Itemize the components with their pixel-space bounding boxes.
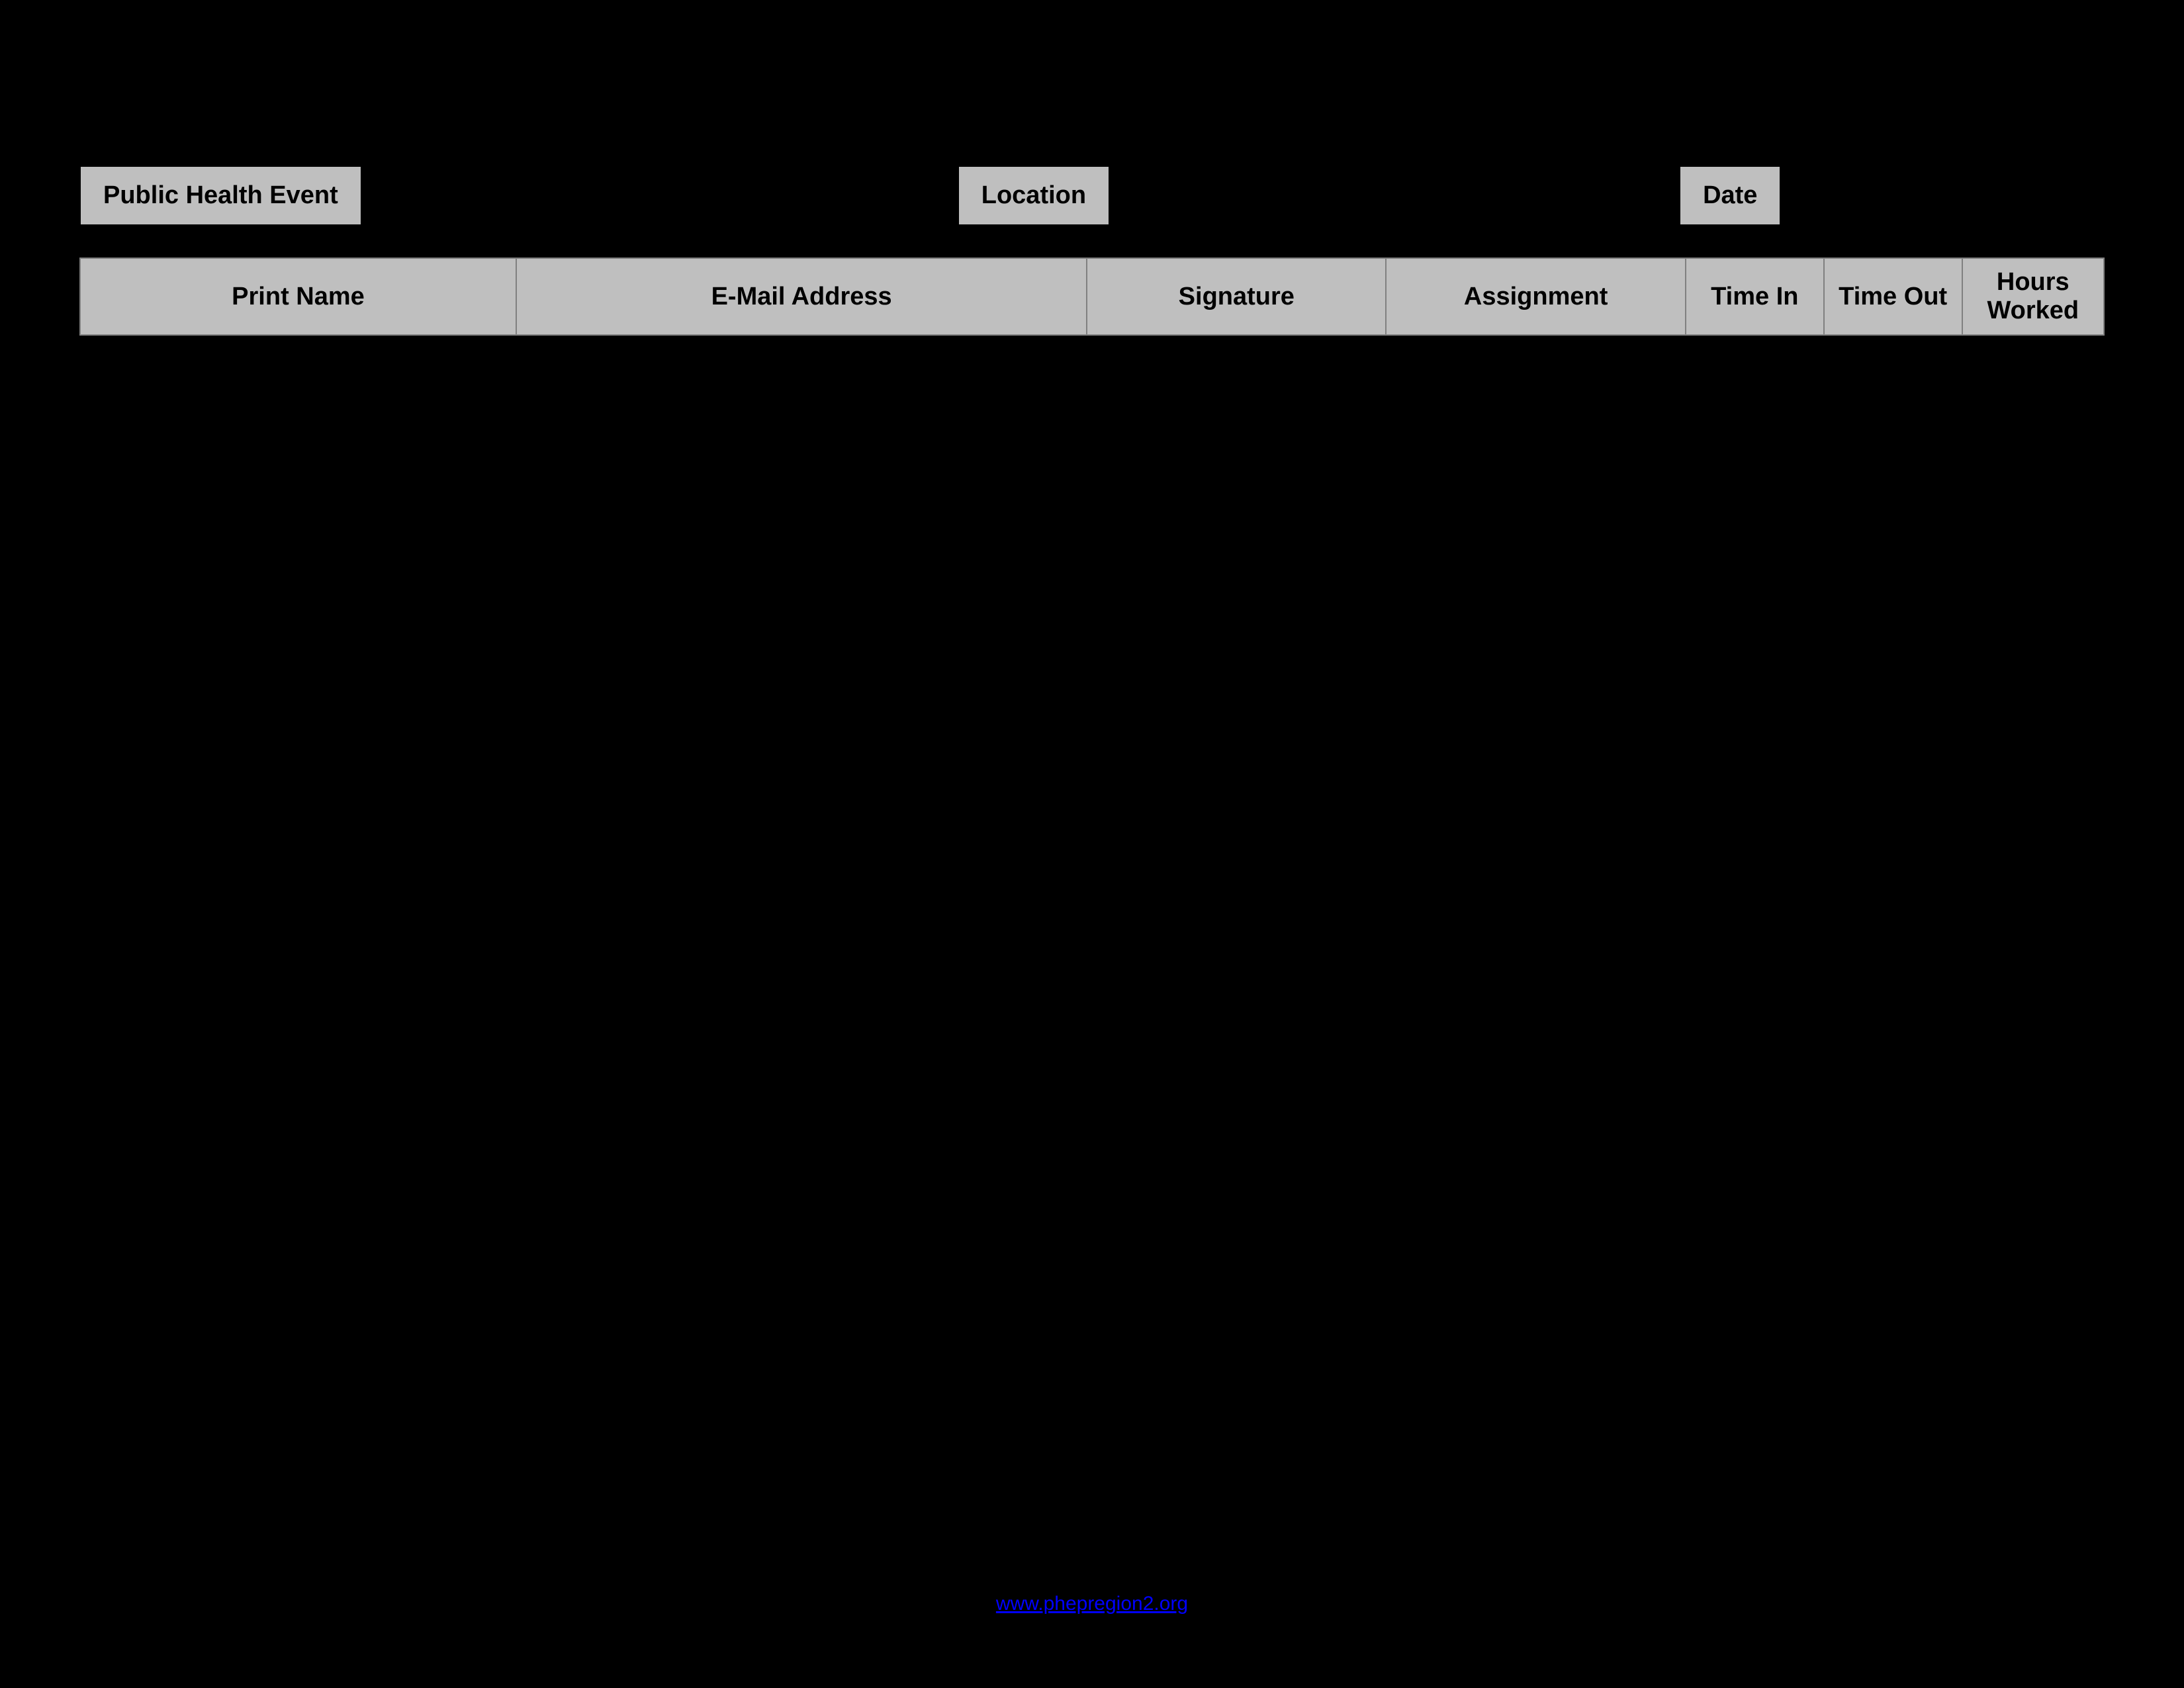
col-header-assignment: Assignment bbox=[1386, 258, 1686, 335]
signin-table: Print Name E-Mail Address Signature Assi… bbox=[79, 258, 2105, 336]
col-header-signature: Signature bbox=[1087, 258, 1386, 335]
header-labels-row: Public Health Event Location Date bbox=[79, 165, 2105, 226]
date-label: Date bbox=[1679, 165, 1781, 226]
col-header-print-name: Print Name bbox=[80, 258, 516, 335]
col-header-time-in: Time In bbox=[1686, 258, 1824, 335]
form-page: Public Health Event Location Date Print … bbox=[79, 165, 2105, 336]
col-header-time-out: Time Out bbox=[1824, 258, 1962, 335]
location-label: Location bbox=[958, 165, 1110, 226]
col-header-email: E-Mail Address bbox=[516, 258, 1087, 335]
col-header-hours-worked: Hours Worked bbox=[1962, 258, 2104, 335]
table-header-row: Print Name E-Mail Address Signature Assi… bbox=[80, 258, 2104, 335]
footer-url-link[interactable]: www.phepregion2.org bbox=[996, 1593, 1188, 1615]
event-label: Public Health Event bbox=[79, 165, 362, 226]
